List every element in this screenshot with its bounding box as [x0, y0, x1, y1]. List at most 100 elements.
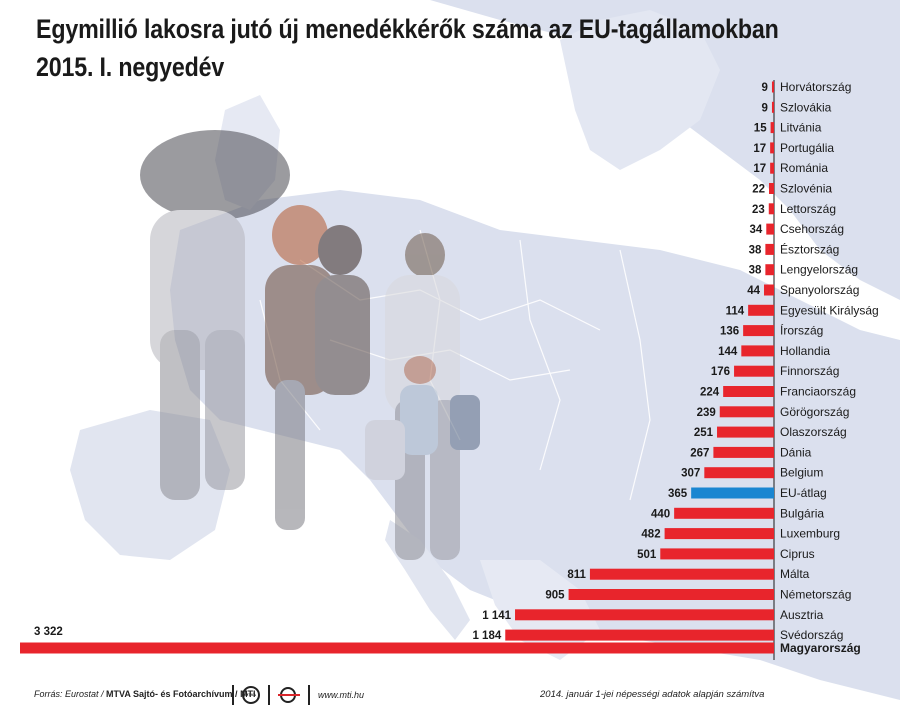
value-label: 501	[637, 549, 657, 561]
value-label: 267	[690, 447, 709, 459]
category-label: Szlovákia	[780, 100, 832, 114]
value-label: 9	[762, 82, 768, 94]
divider	[232, 685, 234, 705]
value-label: 23	[752, 204, 765, 216]
category-label: Ausztria	[780, 608, 824, 622]
value-label: 905	[545, 590, 565, 602]
bar-22	[674, 507, 774, 519]
source-label: Forrás: Eurostat /	[34, 689, 104, 699]
bar-28	[505, 629, 774, 641]
value-label: 1 184	[472, 630, 501, 642]
divider	[308, 685, 310, 705]
category-label: Lengyelország	[780, 263, 858, 277]
value-label: 239	[697, 407, 716, 419]
bar-19	[713, 446, 774, 458]
bar-11	[764, 284, 774, 296]
bar-23	[664, 528, 774, 540]
category-label: Csehország	[780, 222, 844, 236]
footer-note: 2014. január 1-jei népességi adatok alap…	[540, 689, 765, 700]
category-label: Magyarország	[780, 641, 861, 655]
value-label: 1 141	[482, 610, 511, 622]
footer-source: Forrás: Eurostat / MTVA Sajtó- és Fotóar…	[34, 689, 256, 699]
value-label: 22	[752, 184, 765, 196]
map-landmass-scandinavia	[560, 10, 720, 170]
category-label: EU-átlag	[780, 486, 827, 500]
bar-13	[743, 325, 774, 337]
category-label: Málta	[780, 567, 810, 581]
category-label: Portugália	[780, 141, 834, 155]
category-label: Szlovénia	[780, 182, 832, 196]
category-label: Egyesült Királyság	[780, 303, 879, 317]
value-label: 307	[681, 468, 700, 480]
bar-24	[660, 548, 774, 560]
value-label: 15	[754, 123, 767, 135]
bar-21	[691, 487, 774, 499]
bar-20	[704, 467, 774, 479]
category-label: Ciprus	[780, 547, 815, 561]
value-label: 17	[753, 163, 766, 175]
publisher-label: MTVA Sajtó- és Fotóarchívum / MTI	[106, 689, 256, 699]
category-label: Lettország	[780, 202, 836, 216]
bar-4	[770, 142, 774, 154]
bar-5	[770, 162, 774, 174]
value-label: 176	[711, 366, 730, 378]
value-label: 811	[567, 569, 586, 581]
bar-6	[769, 183, 774, 194]
category-label: Németország	[780, 588, 851, 602]
value-label: 38	[749, 265, 762, 277]
category-label: Írország	[780, 323, 823, 338]
value-label: 440	[651, 508, 670, 520]
category-label: Finnország	[780, 364, 839, 378]
bar-17	[719, 406, 774, 418]
value-label: 114	[726, 305, 745, 317]
map-landmass-north	[430, 0, 900, 300]
bar-7	[768, 203, 774, 215]
category-label: Horvátország	[780, 80, 851, 94]
value-label: 224	[700, 387, 720, 399]
bar-8	[766, 223, 774, 235]
value-label: 251	[694, 427, 714, 439]
bar-29	[20, 642, 774, 654]
category-label: Olaszország	[780, 425, 847, 439]
bar-26	[568, 589, 774, 600]
category-label: Románia	[780, 161, 828, 175]
refugee-photo-silhouettes	[140, 130, 480, 560]
bar-18	[717, 426, 774, 438]
category-label: Luxemburg	[780, 527, 840, 541]
bar-1	[771, 81, 774, 93]
mti-url-link[interactable]: www.mti.hu	[318, 690, 365, 700]
chart-subtitle: 2015. I. negyedév	[36, 52, 225, 82]
footer-logos: www.mti.hu	[232, 683, 364, 707]
bar-10	[765, 264, 774, 276]
category-label: Észtország	[780, 241, 839, 256]
category-label: Svédország	[780, 628, 843, 642]
bar-16	[723, 386, 774, 397]
mti-logo-icon	[278, 686, 300, 704]
category-label: Dánia	[780, 445, 812, 459]
bar-12	[748, 304, 774, 316]
value-label: 44	[747, 285, 760, 297]
category-label: Görögország	[780, 405, 849, 419]
mtva-logo-icon	[242, 686, 260, 704]
value-label: 3 322	[34, 626, 63, 638]
value-label: 9	[762, 102, 768, 114]
bar-2	[771, 101, 774, 113]
category-label: Bulgária	[780, 506, 824, 520]
value-label: 482	[641, 529, 660, 541]
bar-9	[765, 243, 774, 255]
bar-25	[589, 568, 774, 580]
divider	[268, 685, 270, 705]
category-label: Belgium	[780, 466, 823, 480]
category-label: Hollandia	[780, 344, 830, 358]
value-label: 144	[718, 346, 738, 358]
bar-14	[741, 345, 774, 357]
value-label: 38	[749, 244, 762, 256]
value-label: 17	[753, 143, 766, 155]
category-label: Litvánia	[780, 121, 822, 135]
bar-3	[770, 122, 774, 134]
bar-15	[734, 365, 774, 377]
value-label: 136	[720, 326, 739, 338]
value-label: 34	[749, 224, 762, 236]
value-label: 365	[668, 488, 688, 500]
